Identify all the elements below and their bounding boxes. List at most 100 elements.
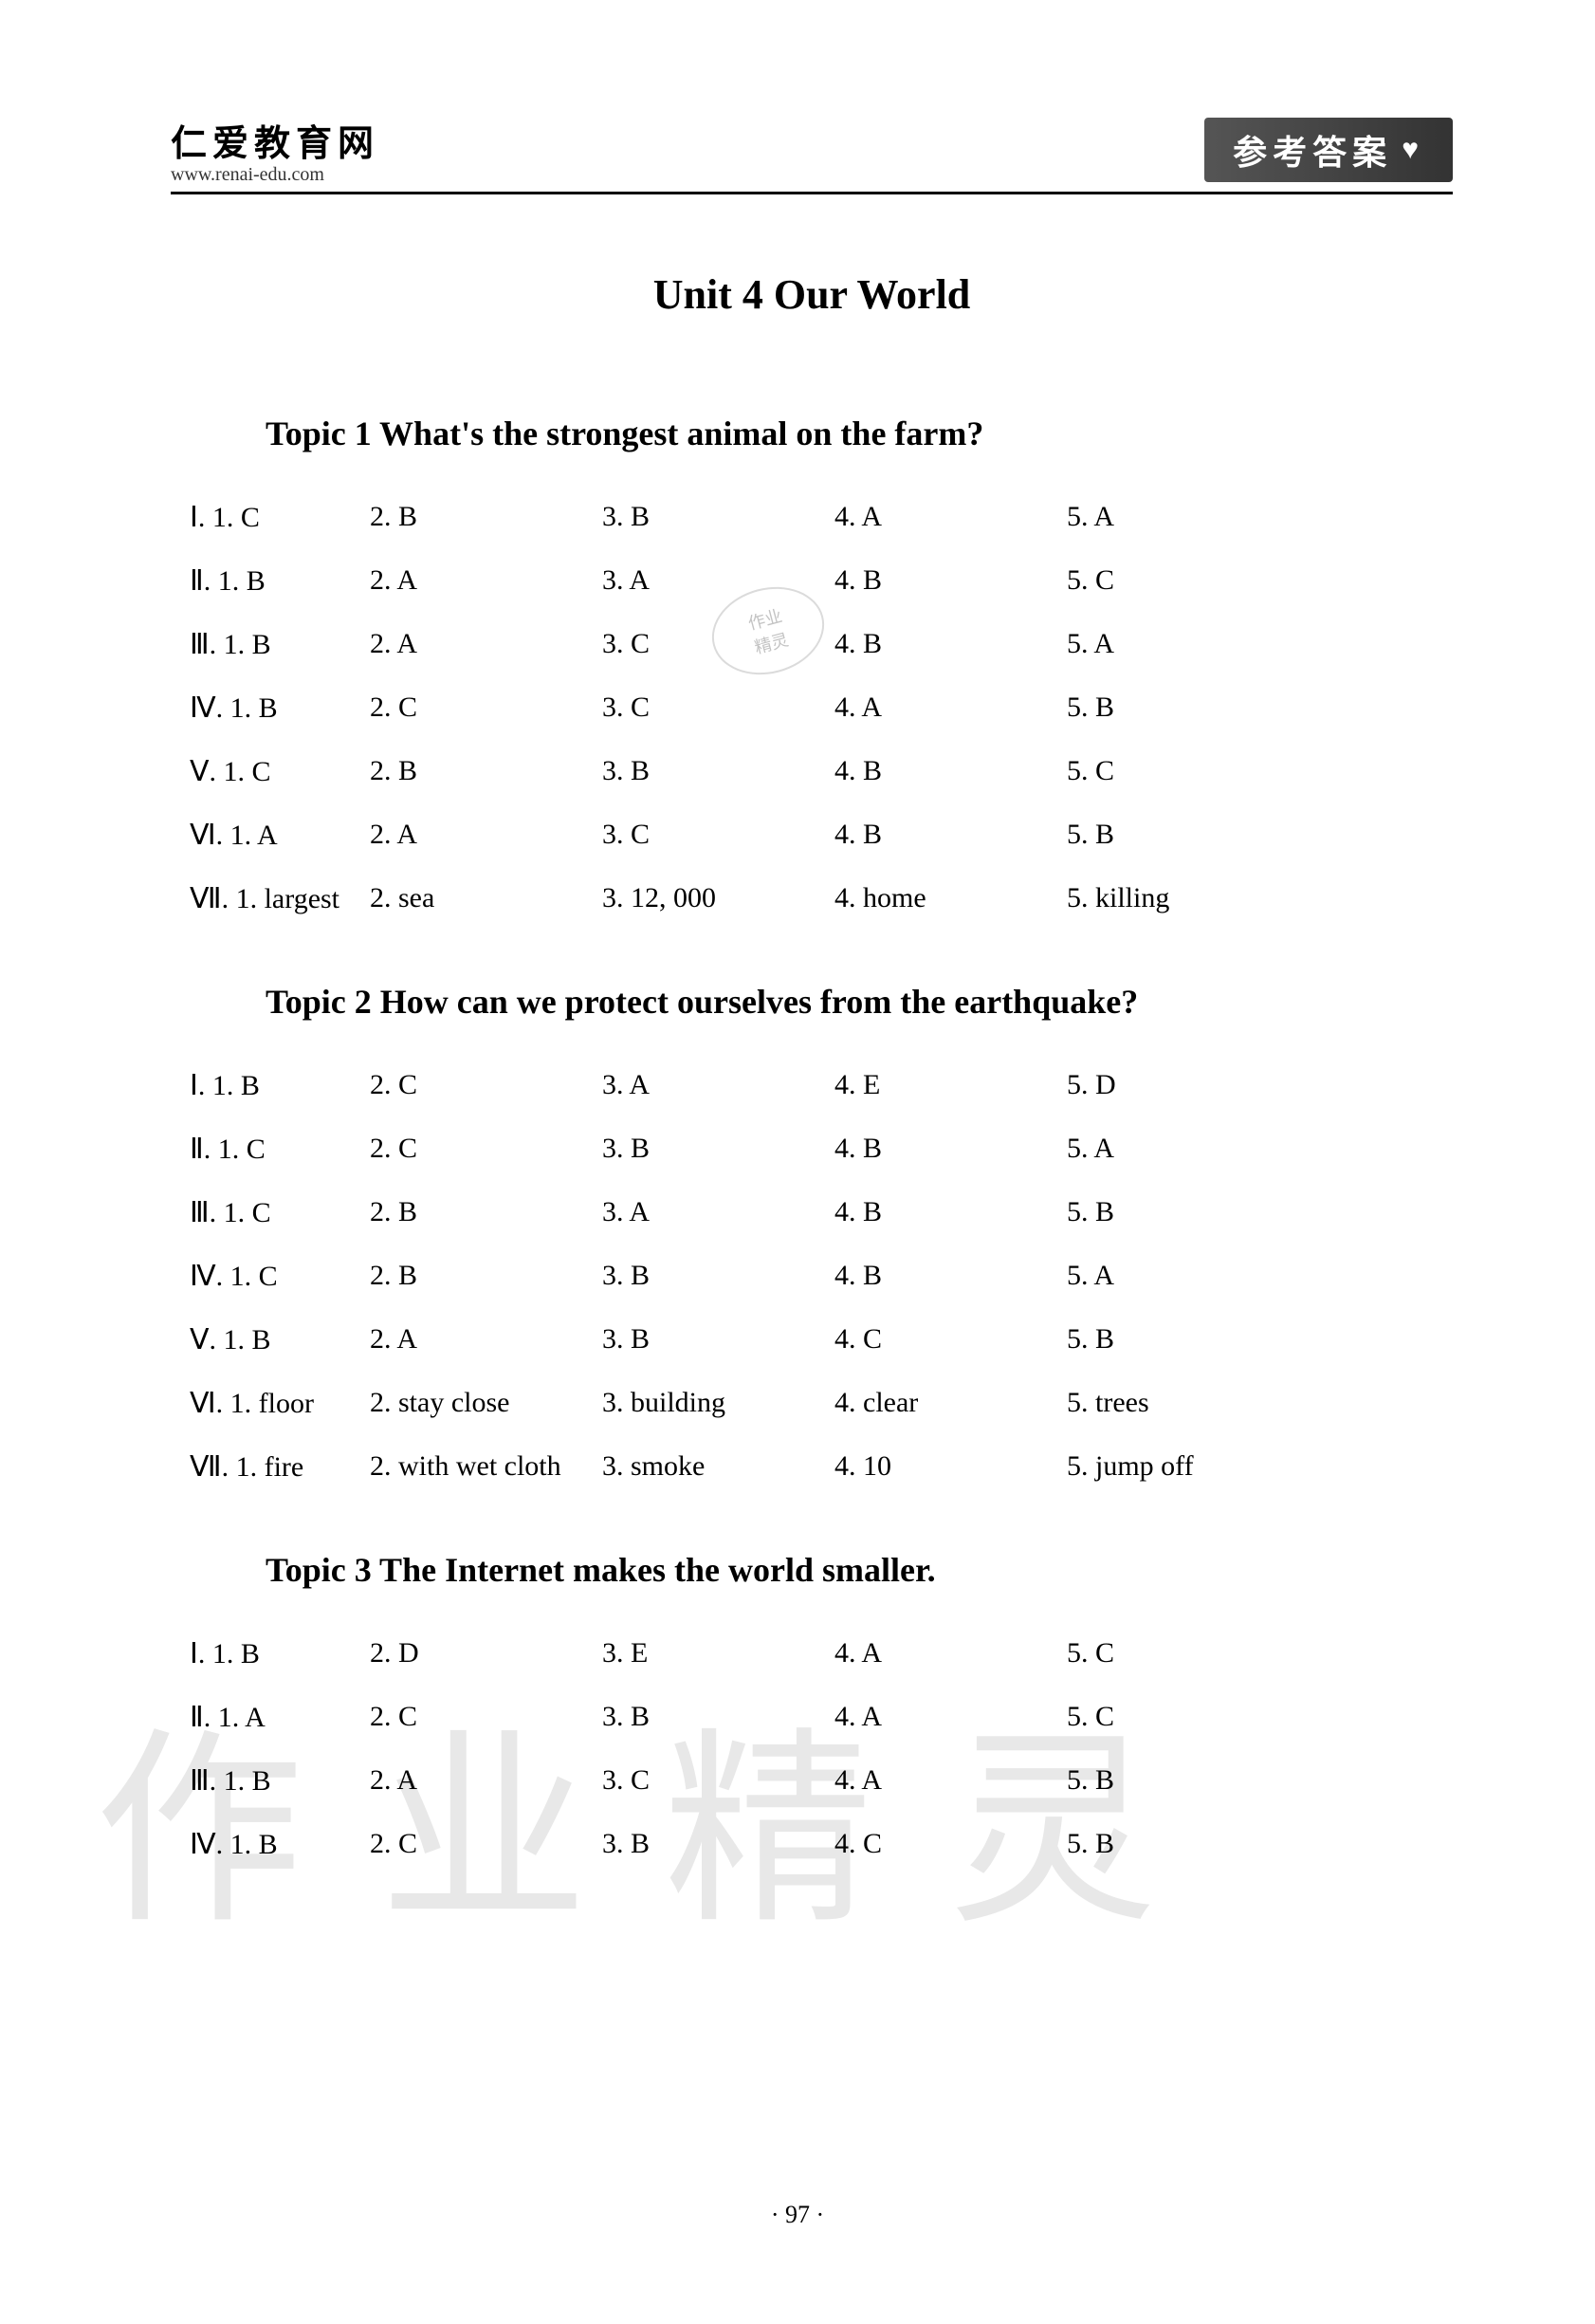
page-number: · 97 · (0, 2201, 1595, 2229)
answer-cell: Ⅴ. 1. B (171, 1323, 370, 1356)
answer-cell: 4. B (834, 819, 1067, 852)
page-header: 仁爱教育网 www.renai-edu.com 参考答案 ♥ (171, 114, 1453, 194)
answer-cell: 4. home (834, 882, 1067, 915)
answer-cell: 3. B (602, 1133, 834, 1166)
answer-cell: Ⅶ. 1. fire (171, 1450, 370, 1484)
answer-cell: Ⅳ. 1. B (171, 692, 370, 725)
answer-row: Ⅴ. 1. B 2. A 3. B 4. C 5. B (171, 1323, 1453, 1356)
answer-cell: 3. B (602, 1323, 834, 1356)
heart-icon: ♥ (1402, 134, 1424, 166)
answer-cell: 4. A (834, 1637, 1067, 1670)
answer-row: Ⅰ. 1. B 2. C 3. A 4. E 5. D (171, 1069, 1453, 1102)
answer-row: Ⅰ. 1. C 2. B 3. B 4. A 5. A (171, 501, 1453, 534)
answer-row: Ⅲ. 1. B 2. A 3. C 4. A 5. B (171, 1764, 1453, 1798)
answer-cell: 4. B (834, 755, 1067, 788)
answer-cell: 4. C (834, 1323, 1067, 1356)
answer-cell: 2. with wet cloth (370, 1450, 602, 1484)
answer-cell: 3. B (602, 1260, 834, 1293)
answer-cell: Ⅵ. 1. floor (171, 1387, 370, 1420)
answer-cell: 4. B (834, 1260, 1067, 1293)
answer-row: Ⅱ. 1. B 2. A 3. A 4. B 5. C (171, 564, 1453, 598)
answer-cell: 5. jump off (1067, 1450, 1299, 1484)
unit-title: Unit 4 Our World (171, 270, 1453, 319)
answer-cell: 5. A (1067, 501, 1299, 534)
answer-cell: Ⅲ. 1. B (171, 628, 370, 661)
answer-cell: 5. A (1067, 1260, 1299, 1293)
topic-title: Topic 2 How can we protect ourselves fro… (266, 982, 1453, 1022)
answer-cell: 3. C (602, 1764, 834, 1798)
answer-cell: 5. C (1067, 1701, 1299, 1734)
page-container: 作业精灵 仁爱教育网 www.renai-edu.com 参考答案 ♥ Unit… (0, 0, 1595, 2324)
answer-cell: 4. B (834, 628, 1067, 661)
answer-cell: 2. stay close (370, 1387, 602, 1420)
answer-cell: 4. clear (834, 1387, 1067, 1420)
answer-cell: 5. C (1067, 564, 1299, 598)
answer-cell: 5. B (1067, 1196, 1299, 1229)
answer-row: Ⅱ. 1. A 2. C 3. B 4. A 5. C (171, 1701, 1453, 1734)
answer-cell: 4. B (834, 1133, 1067, 1166)
content-layer: 仁爱教育网 www.renai-edu.com 参考答案 ♥ Unit 4 Ou… (171, 114, 1453, 1861)
answer-cell: Ⅵ. 1. A (171, 819, 370, 852)
answer-cell: 3. C (602, 819, 834, 852)
answer-row: Ⅶ. 1. fire 2. with wet cloth 3. smoke 4.… (171, 1450, 1453, 1484)
answer-cell: 2. C (370, 1828, 602, 1861)
topic-title: Topic 1 What's the strongest animal on t… (266, 414, 1453, 453)
answer-row: Ⅳ. 1. B 2. C 3. C 4. A 5. B (171, 692, 1453, 725)
answer-row: Ⅵ. 1. A 2. A 3. C 4. B 5. B (171, 819, 1453, 852)
answer-cell: 3. B (602, 755, 834, 788)
answer-cell: 3. A (602, 1196, 834, 1229)
answer-row: Ⅲ. 1. C 2. B 3. A 4. B 5. B (171, 1196, 1453, 1229)
answer-cell: 4. B (834, 1196, 1067, 1229)
answer-cell: 2. A (370, 564, 602, 598)
answer-row: Ⅵ. 1. floor 2. stay close 3. building 4.… (171, 1387, 1453, 1420)
answer-cell: Ⅲ. 1. B (171, 1764, 370, 1798)
answer-cell: 5. B (1067, 692, 1299, 725)
answer-cell: 3. E (602, 1637, 834, 1670)
answer-row: Ⅳ. 1. B 2. C 3. B 4. C 5. B (171, 1828, 1453, 1861)
answer-cell: Ⅳ. 1. B (171, 1828, 370, 1861)
answer-cell: 5. B (1067, 819, 1299, 852)
answer-cell: 2. sea (370, 882, 602, 915)
header-left: 仁爱教育网 www.renai-edu.com (171, 114, 379, 186)
answer-cell: Ⅶ. 1. largest (171, 882, 370, 915)
answer-cell: 4. E (834, 1069, 1067, 1102)
answer-cell: 5. A (1067, 1133, 1299, 1166)
answer-cell: 3. B (602, 1828, 834, 1861)
answer-cell: 3. B (602, 501, 834, 534)
answer-cell: 5. D (1067, 1069, 1299, 1102)
answer-cell: 2. B (370, 501, 602, 534)
answer-row: Ⅴ. 1. C 2. B 3. B 4. B 5. C (171, 755, 1453, 788)
answer-cell: 2. C (370, 1133, 602, 1166)
answer-cell: 3. B (602, 1701, 834, 1734)
banner-text: 参考答案 (1233, 125, 1392, 175)
answer-cell: Ⅱ. 1. A (171, 1701, 370, 1734)
answer-cell: Ⅰ. 1. C (171, 501, 370, 534)
topic-block: Topic 2 How can we protect ourselves fro… (171, 982, 1453, 1484)
answer-cell: Ⅲ. 1. C (171, 1196, 370, 1229)
topic-block: Topic 3 The Internet makes the world sma… (171, 1550, 1453, 1861)
answer-cell: Ⅱ. 1. C (171, 1133, 370, 1166)
answer-cell: 3. C (602, 692, 834, 725)
answer-cell: 4. A (834, 692, 1067, 725)
answer-cell: 3. smoke (602, 1450, 834, 1484)
answer-cell: 3. A (602, 1069, 834, 1102)
answer-cell: Ⅱ. 1. B (171, 564, 370, 598)
answer-cell: 5. A (1067, 628, 1299, 661)
answer-cell: 5. trees (1067, 1387, 1299, 1420)
answer-row: Ⅰ. 1. B 2. D 3. E 4. A 5. C (171, 1637, 1453, 1670)
answer-cell: Ⅳ. 1. C (171, 1260, 370, 1293)
answer-cell: 5. B (1067, 1828, 1299, 1861)
answer-row: Ⅶ. 1. largest 2. sea 3. 12, 000 4. home … (171, 882, 1453, 915)
answer-cell: 4. A (834, 501, 1067, 534)
answer-cell: 4. A (834, 1764, 1067, 1798)
answer-cell: 5. B (1067, 1764, 1299, 1798)
answer-row: Ⅳ. 1. C 2. B 3. B 4. B 5. A (171, 1260, 1453, 1293)
answer-cell: 2. B (370, 1196, 602, 1229)
answer-cell: 2. B (370, 755, 602, 788)
answer-cell: Ⅴ. 1. C (171, 755, 370, 788)
answer-cell: 2. A (370, 819, 602, 852)
answer-cell: 2. C (370, 1701, 602, 1734)
answer-cell: 2. A (370, 1764, 602, 1798)
answer-cell: 2. B (370, 1260, 602, 1293)
answer-cell: 3. building (602, 1387, 834, 1420)
